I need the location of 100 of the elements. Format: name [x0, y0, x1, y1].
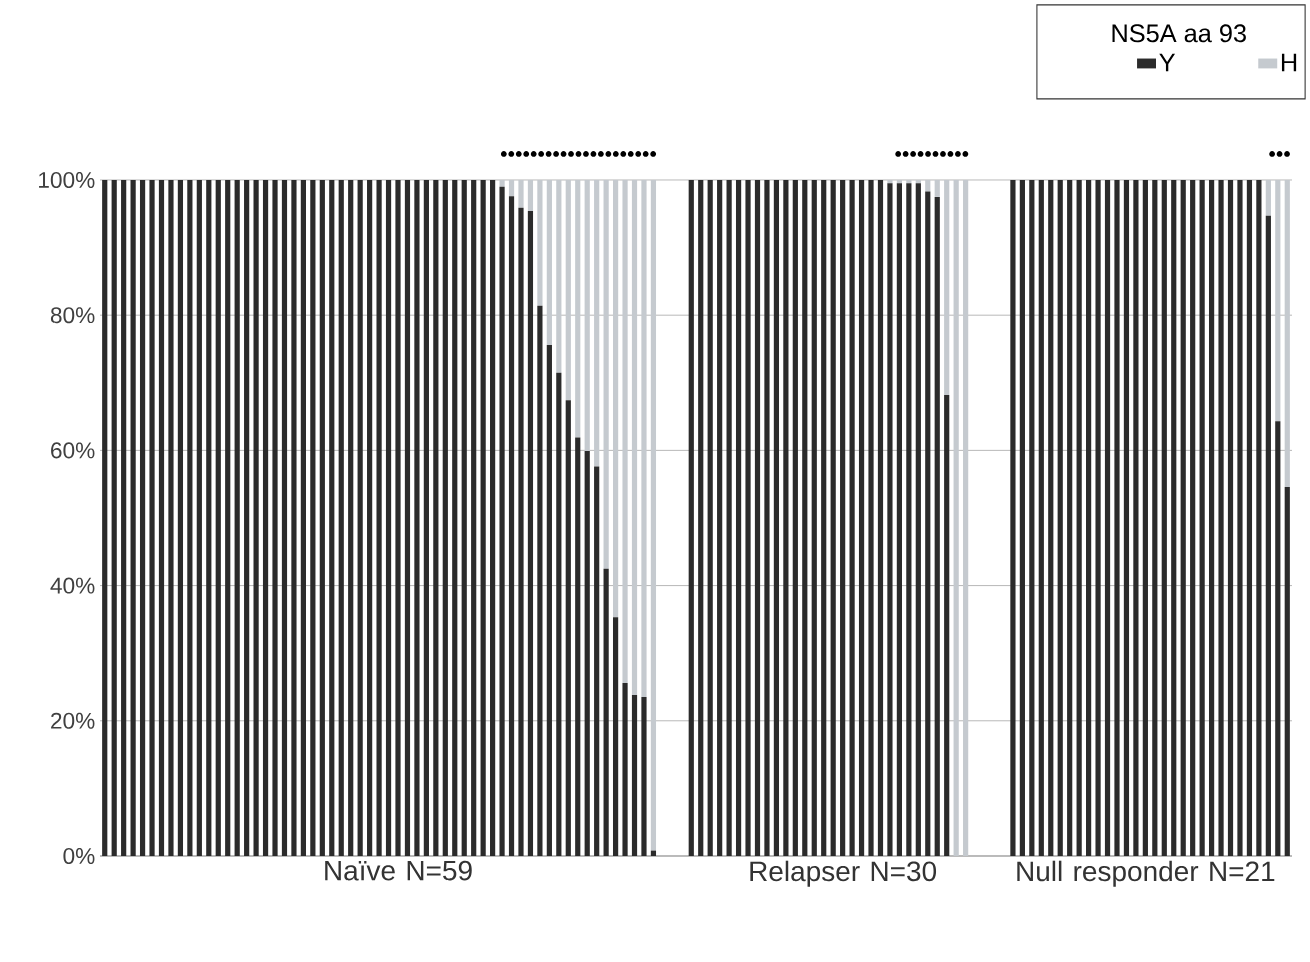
bar	[196, 179, 202, 856]
bar	[735, 179, 742, 856]
bar	[130, 179, 136, 856]
x-tick-label: Null responder N=21	[1017, 860, 1275, 887]
bar	[594, 179, 600, 467]
bar	[1076, 179, 1082, 856]
y-tick-label: 0%	[63, 847, 95, 865]
bar	[764, 179, 770, 856]
bar	[840, 179, 846, 856]
bar	[1161, 179, 1167, 856]
text: ••••••••••	[895, 151, 969, 157]
bar	[272, 179, 278, 856]
bar	[887, 183, 893, 856]
bar	[1067, 179, 1073, 856]
bar	[1275, 421, 1281, 856]
bar	[385, 179, 392, 856]
bar	[1142, 179, 1148, 856]
bar	[802, 179, 808, 856]
bar	[915, 183, 921, 856]
bar	[546, 179, 552, 345]
bar	[754, 179, 761, 856]
bar	[612, 179, 619, 618]
bar	[631, 179, 638, 696]
bar	[537, 305, 543, 856]
bar	[234, 179, 240, 856]
bar	[1048, 179, 1054, 856]
bar	[225, 179, 231, 856]
bar	[499, 179, 505, 187]
bar	[650, 179, 657, 851]
bar	[518, 179, 524, 208]
bar	[1256, 179, 1262, 856]
bar	[1057, 179, 1063, 856]
bar	[565, 400, 571, 856]
bar	[745, 179, 751, 856]
bar	[319, 179, 325, 856]
y-tick-label: 20%	[51, 712, 95, 729]
bar	[1180, 179, 1186, 856]
bar	[291, 179, 297, 856]
bar	[1265, 215, 1271, 856]
bar	[121, 179, 127, 856]
bar	[631, 695, 638, 856]
bar	[442, 179, 448, 856]
bar	[262, 179, 269, 856]
bar	[1208, 179, 1215, 856]
bar	[925, 191, 931, 856]
bar	[508, 196, 515, 856]
bar	[584, 179, 590, 452]
bar	[811, 179, 817, 856]
bar	[575, 437, 581, 856]
bar	[1029, 179, 1035, 856]
y-tick-label: 60%	[51, 442, 95, 459]
bar	[348, 179, 354, 856]
bar	[300, 179, 307, 856]
bar	[688, 179, 694, 856]
bar	[726, 179, 732, 856]
bar	[1284, 179, 1290, 487]
bar	[1190, 179, 1196, 856]
bar	[452, 179, 458, 856]
bar	[622, 179, 628, 683]
bar	[490, 179, 496, 856]
bar	[565, 179, 571, 401]
y-tick-label: 40%	[50, 577, 95, 594]
bar	[1095, 179, 1101, 856]
bar	[849, 179, 855, 856]
bar	[480, 179, 486, 856]
bar	[253, 179, 259, 856]
bar	[281, 179, 288, 856]
bar	[1246, 179, 1253, 856]
bar	[792, 179, 798, 856]
bar	[707, 179, 713, 856]
bar	[471, 179, 477, 856]
bar	[877, 179, 884, 856]
bar	[963, 179, 969, 856]
bar	[1133, 179, 1139, 856]
bar	[944, 179, 950, 395]
text: •••	[1269, 151, 1290, 157]
bar	[537, 179, 543, 306]
bar	[641, 697, 647, 856]
bar	[622, 682, 628, 856]
bar	[404, 179, 411, 856]
bar	[698, 179, 704, 856]
x-tick-label: Naïve N=59	[325, 860, 472, 881]
bar	[433, 179, 439, 856]
legend-label: H	[1281, 53, 1297, 72]
legend-title: NS5A aa 93	[1112, 24, 1246, 43]
bar	[149, 179, 155, 856]
bar	[215, 179, 221, 856]
bar	[329, 179, 335, 856]
bar	[868, 179, 874, 856]
bar	[414, 179, 420, 856]
bar	[906, 183, 912, 856]
bar	[1227, 179, 1234, 856]
text: •••••••••••••••••••••	[500, 151, 657, 157]
bar	[575, 179, 581, 438]
bar	[944, 394, 950, 856]
bar	[423, 179, 429, 856]
bar	[499, 186, 505, 856]
bar	[1123, 179, 1130, 856]
bar	[177, 179, 184, 856]
bar	[1199, 179, 1205, 856]
